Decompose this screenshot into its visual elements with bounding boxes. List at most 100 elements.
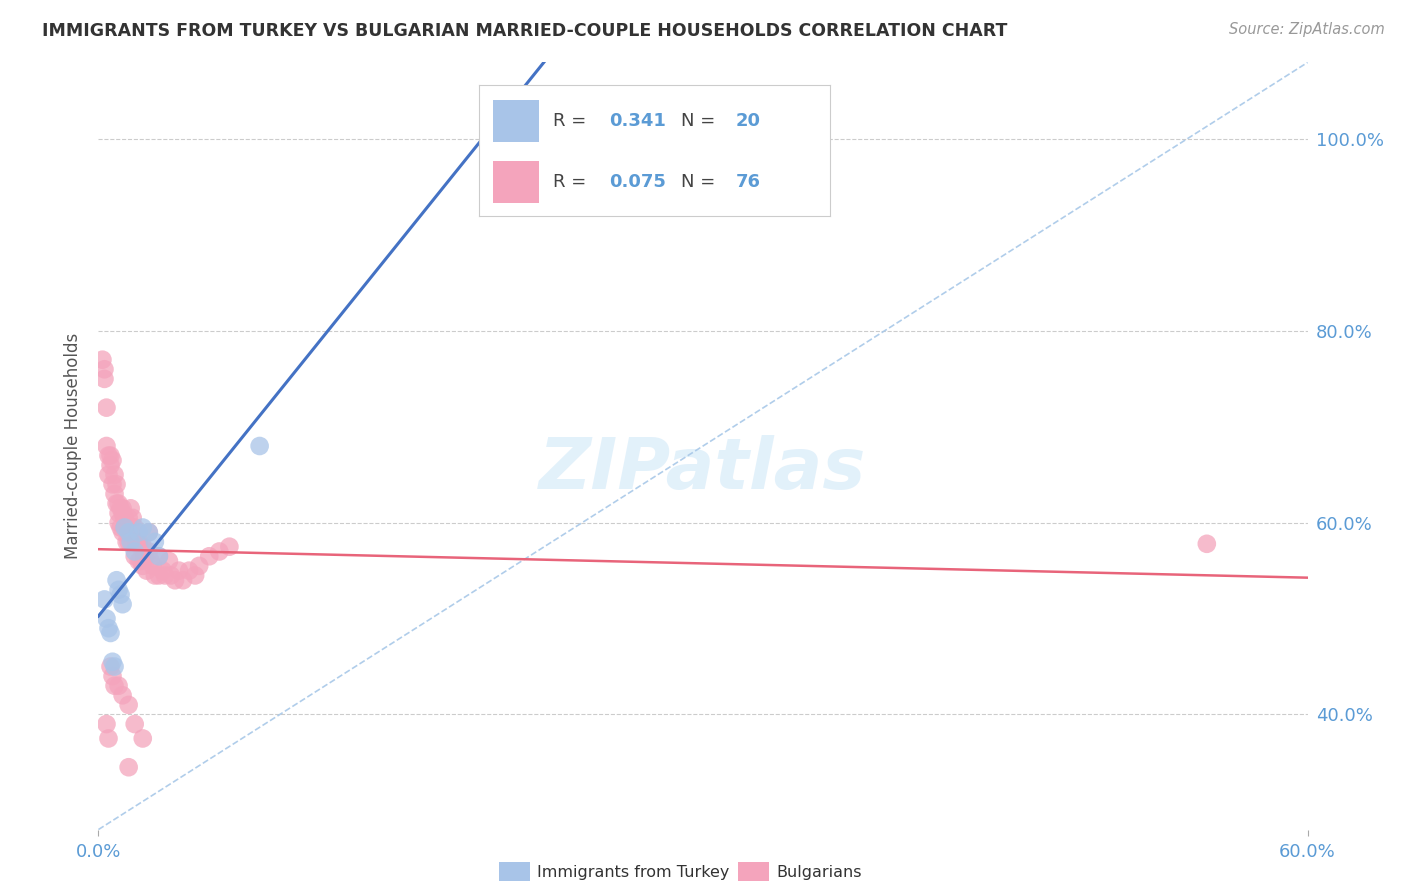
Point — [128, 525, 150, 540]
Point — [107, 497, 129, 511]
Point — [121, 535, 143, 549]
Point — [1195, 537, 1218, 551]
Point — [157, 554, 180, 568]
Point — [129, 554, 152, 568]
Point — [105, 477, 128, 491]
Point — [120, 501, 142, 516]
Point — [97, 731, 120, 746]
Point — [218, 540, 240, 554]
Point — [103, 679, 125, 693]
Point — [93, 362, 115, 376]
Point — [107, 506, 129, 520]
Point — [138, 525, 160, 540]
Point — [105, 497, 128, 511]
Point — [124, 549, 146, 564]
Point — [138, 544, 160, 558]
Point — [121, 511, 143, 525]
Point — [184, 568, 207, 582]
Point — [148, 549, 170, 564]
Point — [114, 520, 136, 534]
Point — [124, 544, 146, 558]
Point — [103, 659, 125, 673]
Point — [115, 535, 138, 549]
Point — [93, 372, 115, 386]
Point — [118, 698, 141, 712]
Point — [132, 540, 155, 554]
Point — [179, 564, 201, 578]
Point — [101, 669, 124, 683]
Point — [97, 449, 120, 463]
Point — [111, 501, 134, 516]
Point — [118, 760, 141, 774]
Point — [198, 549, 221, 564]
Point — [96, 439, 118, 453]
Point — [101, 477, 124, 491]
Point — [96, 612, 118, 626]
Point — [148, 568, 170, 582]
Text: ZIPatlas: ZIPatlas — [540, 434, 866, 503]
Point — [132, 558, 155, 573]
Point — [172, 574, 194, 588]
Point — [111, 689, 134, 703]
Text: Bulgarians: Bulgarians — [776, 865, 862, 880]
Point — [132, 731, 155, 746]
Point — [97, 621, 120, 635]
Point — [96, 717, 118, 731]
Point — [96, 401, 118, 415]
Point — [93, 592, 115, 607]
Point — [160, 568, 183, 582]
Point — [167, 564, 190, 578]
Point — [100, 659, 122, 673]
Point — [134, 549, 156, 564]
Point — [114, 520, 136, 534]
Text: IMMIGRANTS FROM TURKEY VS BULGARIAN MARRIED-COUPLE HOUSEHOLDS CORRELATION CHART: IMMIGRANTS FROM TURKEY VS BULGARIAN MARR… — [42, 22, 1008, 40]
Point — [188, 558, 211, 573]
Point — [103, 467, 125, 482]
Point — [135, 564, 157, 578]
Point — [111, 525, 134, 540]
Point — [152, 564, 174, 578]
Point — [115, 516, 138, 530]
Point — [97, 467, 120, 482]
Point — [100, 626, 122, 640]
Point — [101, 453, 124, 467]
Point — [118, 511, 141, 525]
Point — [128, 535, 150, 549]
Point — [132, 520, 155, 534]
Point — [124, 717, 146, 731]
Point — [148, 549, 170, 564]
Point — [153, 568, 176, 582]
Point — [107, 679, 129, 693]
Text: Source: ZipAtlas.com: Source: ZipAtlas.com — [1229, 22, 1385, 37]
Point — [118, 535, 141, 549]
Point — [120, 535, 142, 549]
Y-axis label: Married-couple Households: Married-couple Households — [65, 333, 83, 559]
Point — [110, 588, 132, 602]
Text: Immigrants from Turkey: Immigrants from Turkey — [537, 865, 730, 880]
Point — [110, 501, 132, 516]
Point — [100, 449, 122, 463]
Point — [138, 525, 160, 540]
Point — [110, 520, 132, 534]
Point — [124, 520, 146, 534]
Point — [125, 535, 148, 549]
Point — [143, 568, 166, 582]
Point — [143, 535, 166, 549]
Point — [128, 554, 150, 568]
Point — [105, 574, 128, 588]
Point — [101, 655, 124, 669]
Point — [142, 558, 165, 573]
Point — [103, 487, 125, 501]
Point — [163, 574, 186, 588]
Point — [249, 439, 271, 453]
Point — [114, 511, 136, 525]
Point — [107, 582, 129, 597]
Point — [208, 544, 231, 558]
Point — [100, 458, 122, 473]
Point — [111, 597, 134, 611]
Point — [107, 516, 129, 530]
Point — [139, 554, 162, 568]
Point — [111, 506, 134, 520]
Point — [91, 352, 114, 367]
Point — [120, 520, 142, 534]
